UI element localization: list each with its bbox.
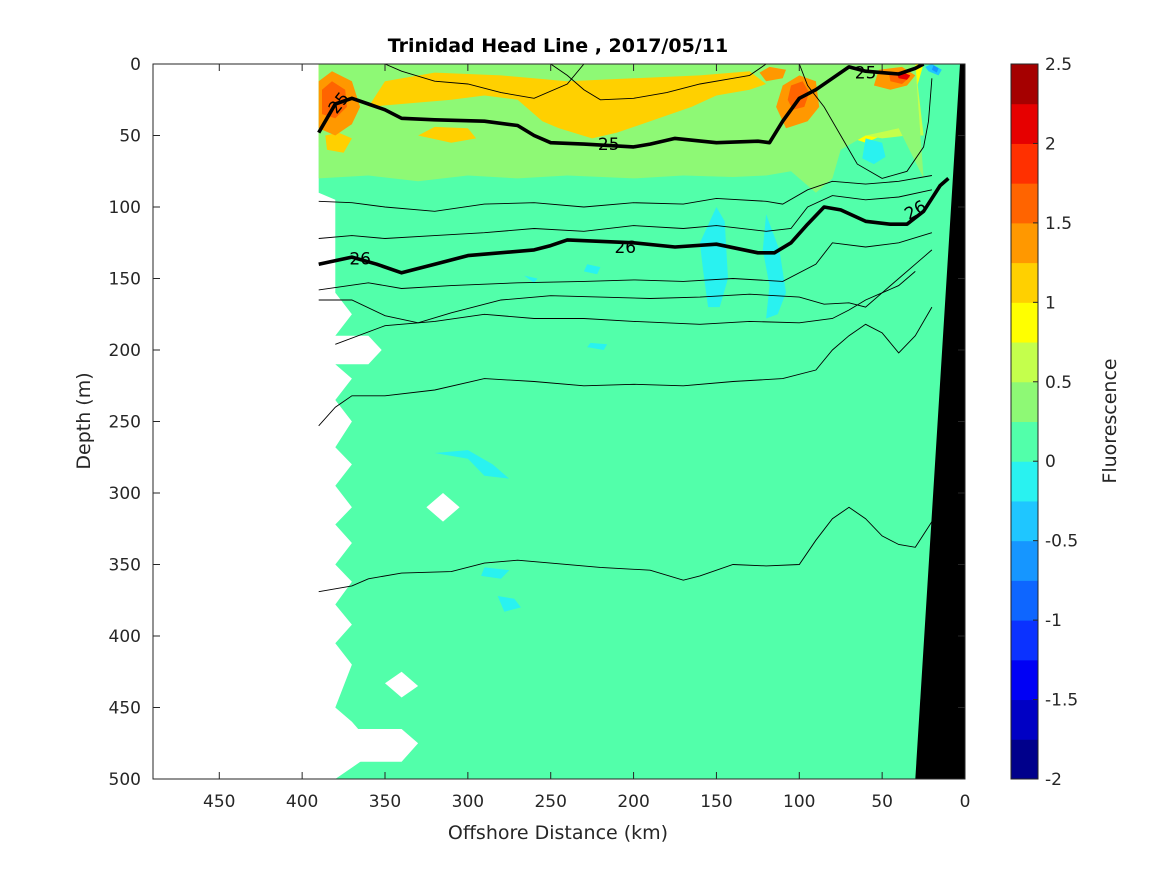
colorbar-segment	[1011, 262, 1038, 303]
data-gap	[385, 671, 419, 698]
plot-contours	[317, 64, 950, 593]
density-contour	[550, 64, 767, 101]
colorbar-frame	[1010, 63, 1039, 780]
density-contour	[335, 271, 916, 345]
fluorescence-patch	[931, 65, 939, 73]
colorbar-segment	[1011, 461, 1038, 502]
colorbar-tick-label: 1.5	[1045, 214, 1072, 234]
colorbar-segment	[1011, 580, 1038, 621]
density-contour	[318, 306, 933, 427]
colorbar-segment	[1011, 143, 1038, 184]
y-tick-label: 200	[109, 341, 141, 361]
density-contour	[318, 232, 933, 291]
colorbar-tick-label: -1.5	[1045, 691, 1078, 711]
data-gap	[426, 493, 460, 522]
colorbar-tick-label: 0.5	[1045, 373, 1072, 393]
fluorescence-patch	[481, 567, 510, 579]
x-axis-label: Offshore Distance (km)	[448, 822, 668, 844]
x-tick-label: 400	[286, 792, 318, 812]
y-tick-label: 250	[109, 413, 141, 433]
fluorescence-patch	[434, 450, 510, 479]
colorbar-segment	[1011, 421, 1038, 462]
colorbar-tick-label: 0	[1045, 452, 1056, 472]
x-tick-label: 450	[203, 792, 235, 812]
colorbar-segment	[1011, 381, 1038, 422]
colorbar-tick-label: -1	[1045, 611, 1062, 631]
seafloor-wedge	[915, 64, 965, 779]
x-tick-label: 200	[617, 792, 649, 812]
fluorescence-patch	[322, 81, 347, 119]
colorbar-segment	[1011, 183, 1038, 224]
colorbar-segment	[1011, 500, 1038, 542]
colorbar-segment	[1011, 699, 1038, 740]
y-tick-label: 100	[109, 198, 141, 218]
contour-label: 25	[855, 64, 877, 84]
fluorescence-patch	[762, 214, 786, 319]
colorbar-segment	[1011, 103, 1038, 144]
y-tick-label: 0	[130, 55, 141, 75]
x-tick-label: 350	[369, 792, 401, 812]
density-contour-labeled	[318, 177, 950, 275]
data-region	[318, 64, 965, 779]
colorbar-tick-label: 2.5	[1045, 55, 1072, 75]
x-axis: 450 400 350 300 250 200 150 100 50 0	[203, 64, 970, 812]
fluorescence-patch	[759, 66, 786, 82]
density-contour	[798, 64, 933, 179]
y-tick-label: 400	[109, 627, 141, 647]
contour-label: 26	[349, 249, 371, 269]
chart-title: Trinidad Head Line , 2017/05/11	[388, 35, 728, 57]
colorbar-tick-label: -0.5	[1045, 532, 1078, 552]
x-tick-label: 0	[960, 792, 971, 812]
fluorescence-patch	[534, 92, 601, 122]
data-gap	[318, 335, 382, 365]
y-axis-label: Depth (m)	[73, 372, 95, 469]
contour-label: 26	[614, 238, 636, 258]
y-tick-label: 500	[109, 770, 141, 790]
y-axis: 0 50 100 150 200 250 300 350 400 450 500	[109, 55, 965, 790]
fluorescence-patch	[325, 132, 352, 153]
y-tick-label: 350	[109, 556, 141, 576]
contour-label: 25	[598, 135, 620, 155]
plot-fill	[318, 64, 965, 779]
colorbar-segment	[1011, 620, 1038, 661]
fluorescence-patch	[787, 81, 810, 110]
colorbar-segment	[1011, 222, 1038, 264]
fluorescence-patch	[699, 207, 728, 308]
colorbar-tick-label: 2	[1045, 134, 1056, 154]
colorbar-segment	[1011, 302, 1038, 343]
colorbar: 2.5 2 1.5 1 0.5 0 -0.5 -1 -1.5 -2	[1010, 55, 1078, 790]
data-gap	[318, 729, 419, 762]
density-contour	[318, 506, 933, 593]
colorbar-tick-label: 1	[1045, 293, 1056, 313]
fluorescence-patch	[583, 264, 601, 275]
x-tick-label: 100	[783, 792, 815, 812]
colorbar-tick-label: -2	[1045, 770, 1062, 790]
colorbar-segment	[1011, 342, 1038, 383]
colorbar-segment	[1011, 64, 1038, 105]
colorbar-label: Fluorescence	[1099, 358, 1121, 483]
density-contour	[384, 64, 585, 99]
y-tick-label: 150	[109, 270, 141, 290]
y-tick-label: 50	[119, 127, 141, 147]
y-tick-label: 450	[109, 699, 141, 719]
x-tick-label: 50	[871, 792, 893, 812]
fluorescence-patch	[418, 126, 477, 143]
density-contour	[318, 189, 932, 239]
x-tick-label: 300	[452, 792, 484, 812]
y-tick-label: 300	[109, 484, 141, 504]
fluorescence-patch	[862, 138, 886, 165]
colorbar-segment	[1011, 540, 1038, 581]
fluorescence-patch	[524, 275, 538, 283]
colorbar-segment	[1011, 739, 1038, 780]
colorbar-segment	[1011, 659, 1038, 701]
density-contour-labeled	[317, 64, 925, 149]
density-contour	[318, 175, 932, 212]
fluorescence-patch	[587, 342, 608, 350]
fluorescence-patch	[497, 596, 521, 612]
x-tick-label: 150	[700, 792, 732, 812]
x-tick-label: 250	[534, 792, 566, 812]
